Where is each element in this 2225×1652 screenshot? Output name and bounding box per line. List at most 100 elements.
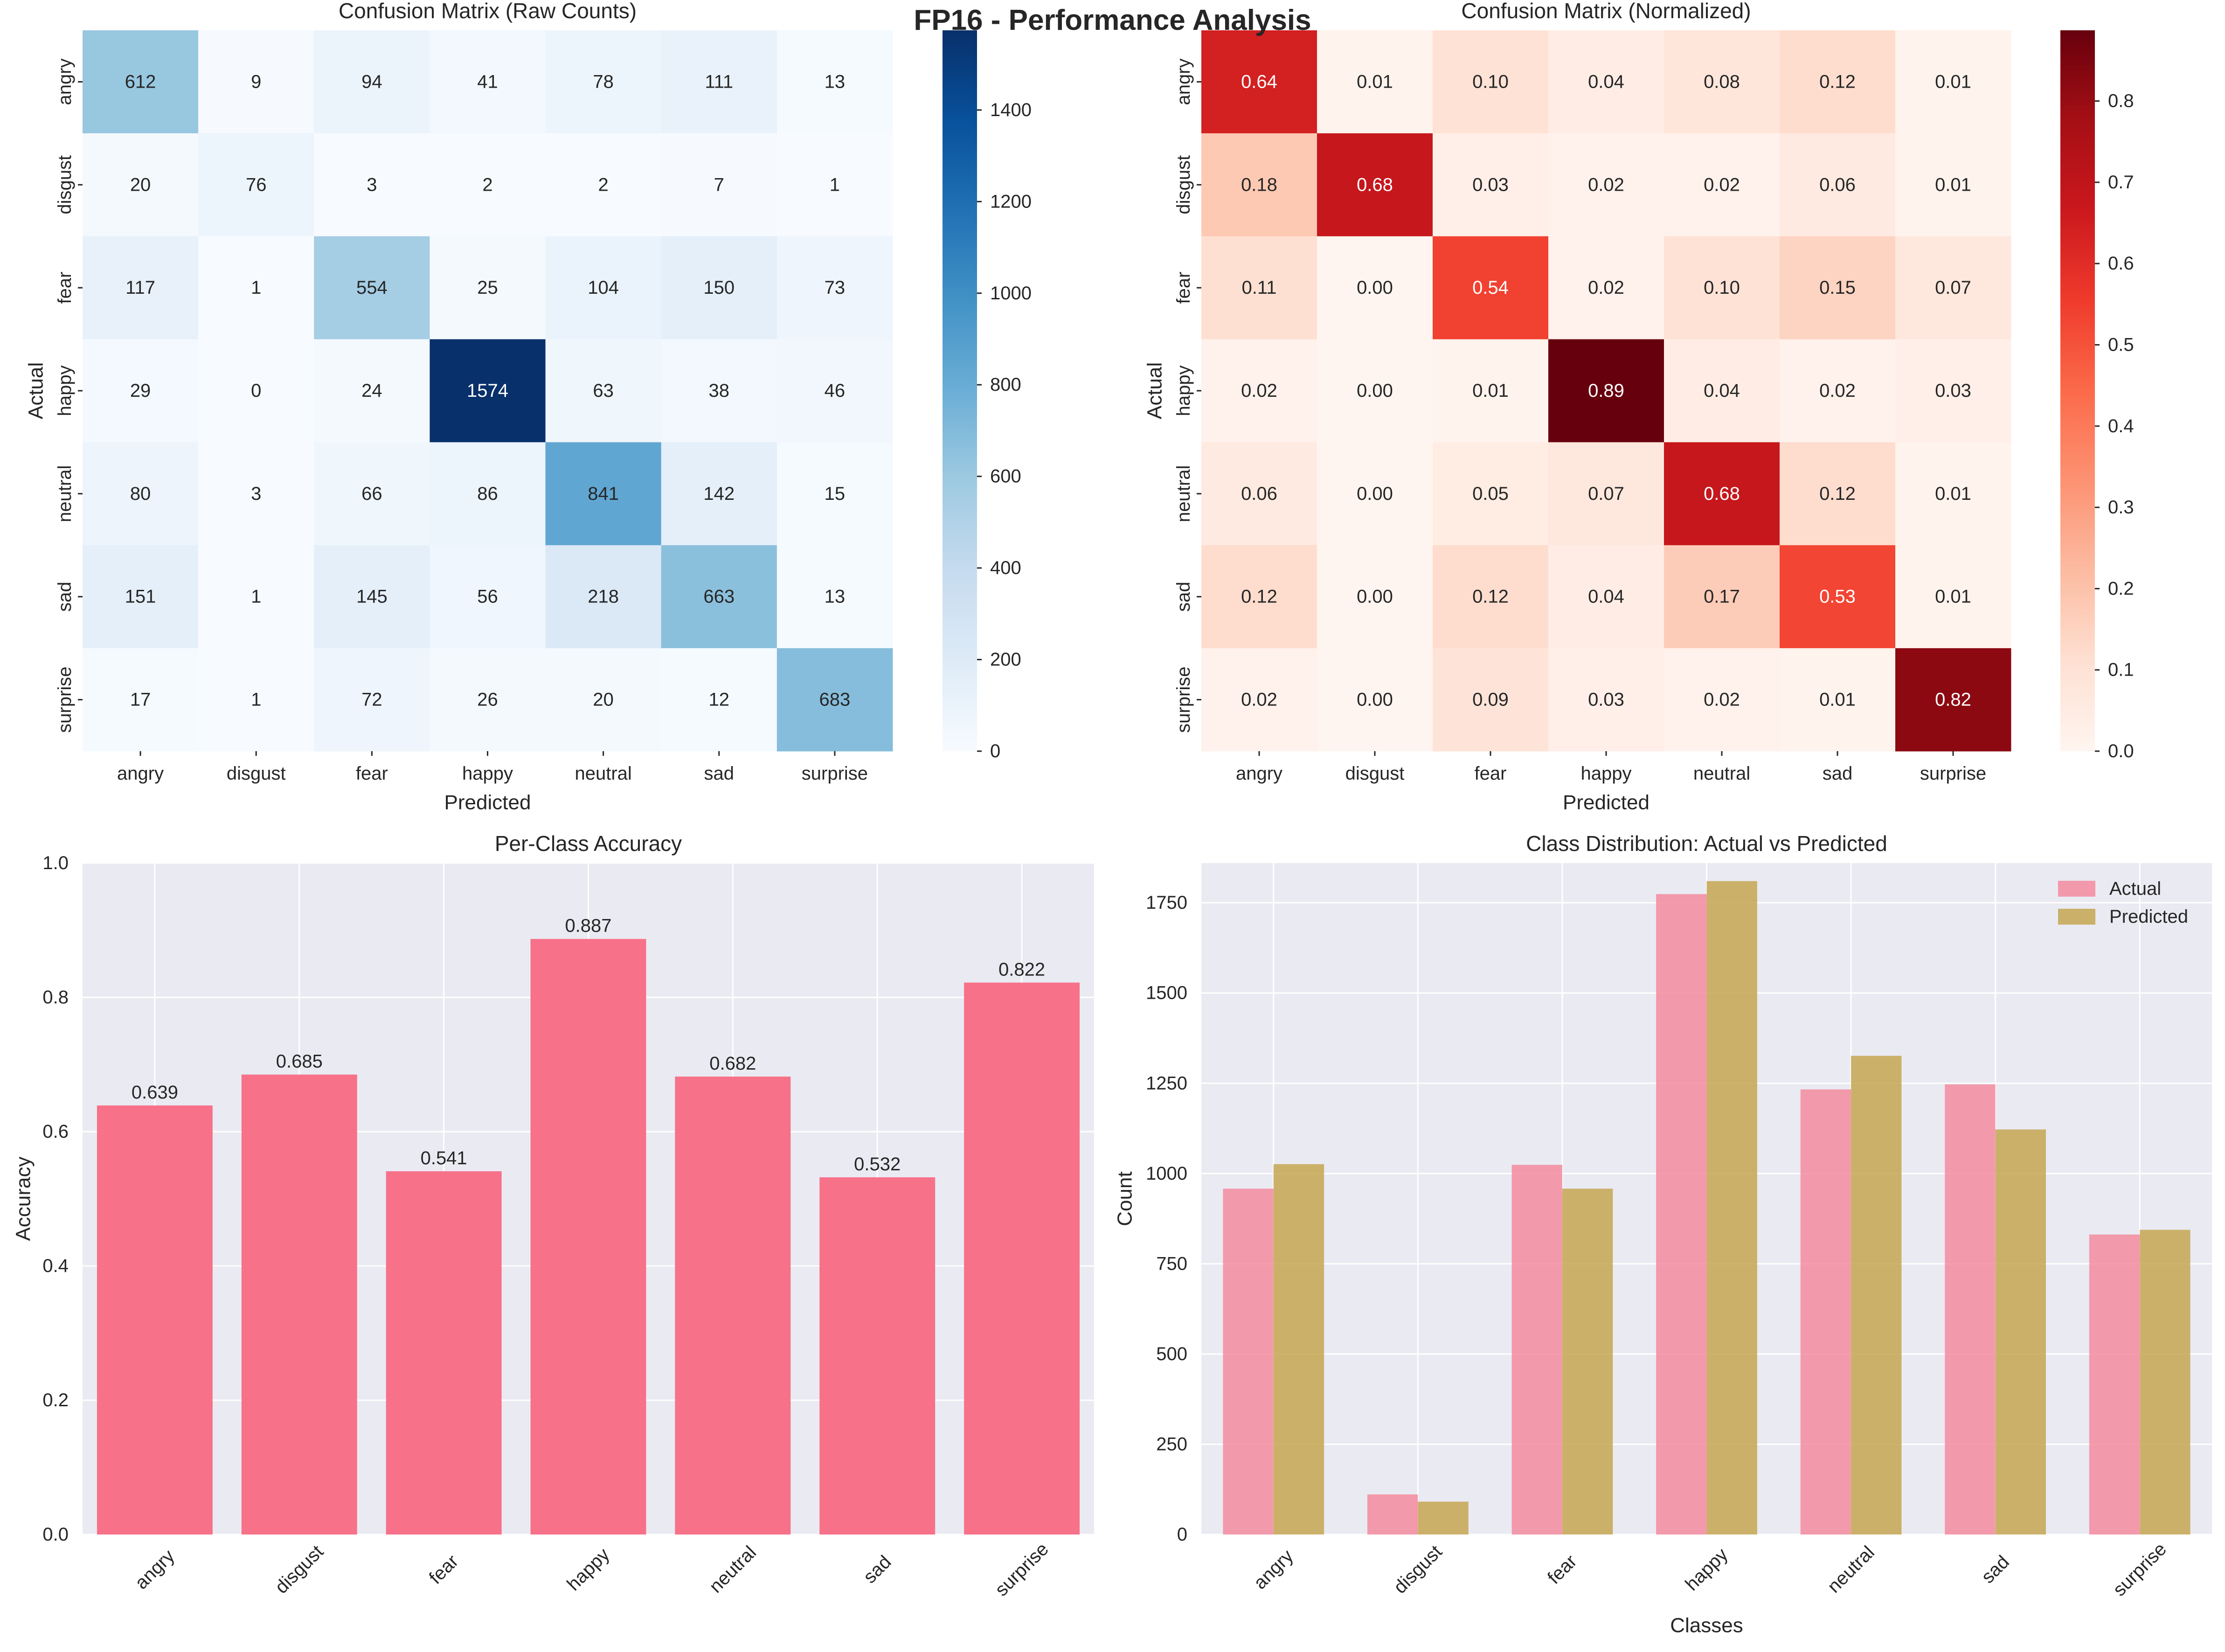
heatmap-title: Confusion Matrix (Normalized): [1461, 0, 1751, 23]
cell-label: 0.05: [1472, 484, 1509, 504]
heatmap-cell: [83, 442, 199, 546]
heatmap-cell: [1548, 545, 1664, 649]
y-tick-label: 0.0: [42, 1524, 69, 1545]
heatmap-cell: [545, 648, 662, 752]
heatmap-cell: [1548, 339, 1664, 442]
cell-label: 117: [125, 277, 155, 298]
heatmap-cell: [1548, 236, 1664, 340]
x-tick-label: happy: [563, 1544, 613, 1595]
cell-label: 56: [477, 587, 498, 607]
heatmap-cell: [1317, 236, 1433, 340]
colorbar-tick-label: 0.1: [2108, 660, 2134, 680]
bar-value-label: 0.887: [565, 916, 611, 936]
heatmap-cell: [1895, 236, 2011, 340]
cell-label: 0.01: [1819, 690, 1856, 710]
cell-label: 41: [477, 71, 498, 92]
bar-predicted: [1851, 1056, 1902, 1534]
cell-label: 38: [709, 380, 730, 401]
heatmap-cell: [430, 30, 546, 134]
cell-label: 3: [251, 484, 261, 504]
heatmap-cell: [1317, 545, 1433, 649]
legend-swatch: [2058, 909, 2095, 925]
heatmap-cell: [1664, 648, 1780, 752]
accuracy-bar: [819, 1177, 936, 1534]
accuracy-bar: [386, 1171, 502, 1534]
heatmap-cell: [314, 442, 430, 546]
y-tick-label: 750: [1156, 1253, 1187, 1274]
cell-label: 0.01: [1472, 380, 1509, 401]
heatmap-cell: [776, 339, 893, 442]
bar-value-label: 0.532: [854, 1154, 901, 1175]
y-tick-label: 1750: [1146, 892, 1187, 913]
x-tick-label: sad: [704, 763, 735, 784]
heatmap-cell: [314, 648, 430, 752]
colorbar-tick-label: 0.6: [2108, 253, 2134, 274]
cell-label: 0.64: [1241, 71, 1277, 92]
cell-label: 2: [598, 174, 609, 195]
y-tick-label: 1.0: [42, 853, 69, 873]
cell-label: 86: [477, 484, 498, 504]
y-tick-label: 1500: [1146, 983, 1187, 1003]
cell-label: 1: [830, 174, 840, 195]
bar-actual: [2089, 1234, 2140, 1534]
bar-predicted: [1418, 1501, 1469, 1534]
colorbar-tick-label: 0.8: [2108, 91, 2134, 111]
y-tick-label: neutral: [55, 465, 75, 522]
cell-label: 0.02: [1241, 690, 1277, 710]
y-tick-label: sad: [55, 581, 75, 612]
cell-label: 1574: [467, 380, 508, 401]
heatmap-cell: [1317, 442, 1433, 546]
cell-label: 0.00: [1357, 690, 1393, 710]
x-tick-label: sad: [860, 1552, 895, 1588]
cell-label: 0.01: [1935, 587, 1971, 607]
x-tick-label: angry: [117, 763, 164, 784]
colorbar: [2060, 30, 2095, 751]
heatmap-cell: [1780, 442, 1896, 546]
heatmap-cell: [776, 133, 893, 237]
cell-label: 0.01: [1935, 484, 1971, 504]
heatmap-cell: [83, 339, 199, 442]
heatmap-cell: [1664, 339, 1780, 442]
cell-label: 9: [251, 71, 261, 92]
heatmap-cell: [314, 30, 430, 134]
y-tick-label: happy: [55, 366, 75, 416]
x-tick-label: angry: [1236, 763, 1282, 784]
heatmap-cell: [1317, 648, 1433, 752]
heatmap-cell: [1664, 236, 1780, 340]
heatmap-cell: [1201, 133, 1317, 237]
heatmap-cell: [1895, 133, 2011, 237]
cell-label: 663: [703, 587, 735, 607]
heatmap-cell: [83, 30, 199, 134]
heatmap-cell: [1548, 442, 1664, 546]
normalized-heatmap: Confusion Matrix (Normalized) 0.64 0.01 0.1…: [1144, 0, 2134, 814]
cell-label: 0.02: [1819, 380, 1856, 401]
y-axis-label: Count: [1114, 1171, 1137, 1226]
y-tick-label: angry: [55, 58, 75, 105]
heatmap-cell: [430, 339, 546, 442]
heatmap-cell: [1201, 236, 1317, 340]
heatmap-cell: [1433, 442, 1549, 546]
cell-label: 612: [125, 71, 156, 92]
x-tick-label: happy: [1581, 763, 1632, 784]
cell-label: 0.08: [1704, 71, 1740, 92]
cell-label: 0.09: [1472, 690, 1509, 710]
cell-label: 111: [705, 71, 733, 92]
y-tick-label: neutral: [1173, 465, 1194, 522]
heatmap-cell: [1780, 339, 1896, 442]
y-tick-label: fear: [1173, 272, 1194, 304]
heatmap-cell: [198, 133, 314, 237]
x-tick-label: happy: [1681, 1544, 1732, 1595]
cell-label: 683: [819, 690, 851, 710]
cell-label: 1: [251, 277, 261, 298]
chart-title: Class Distribution: Actual vs Predicted: [1526, 831, 1887, 856]
cell-label: 0.07: [1935, 277, 1971, 298]
x-tick-label: fear: [425, 1551, 463, 1588]
x-tick-label: happy: [462, 763, 513, 784]
colorbar-tick-label: 1200: [990, 191, 1032, 212]
heatmap-cell: [198, 30, 314, 134]
cell-label: 841: [588, 484, 619, 504]
heatmap-cell: [198, 442, 314, 546]
x-tick-label: disgust: [1345, 763, 1405, 784]
cell-label: 20: [130, 174, 151, 195]
y-tick-label: surprise: [55, 666, 75, 733]
